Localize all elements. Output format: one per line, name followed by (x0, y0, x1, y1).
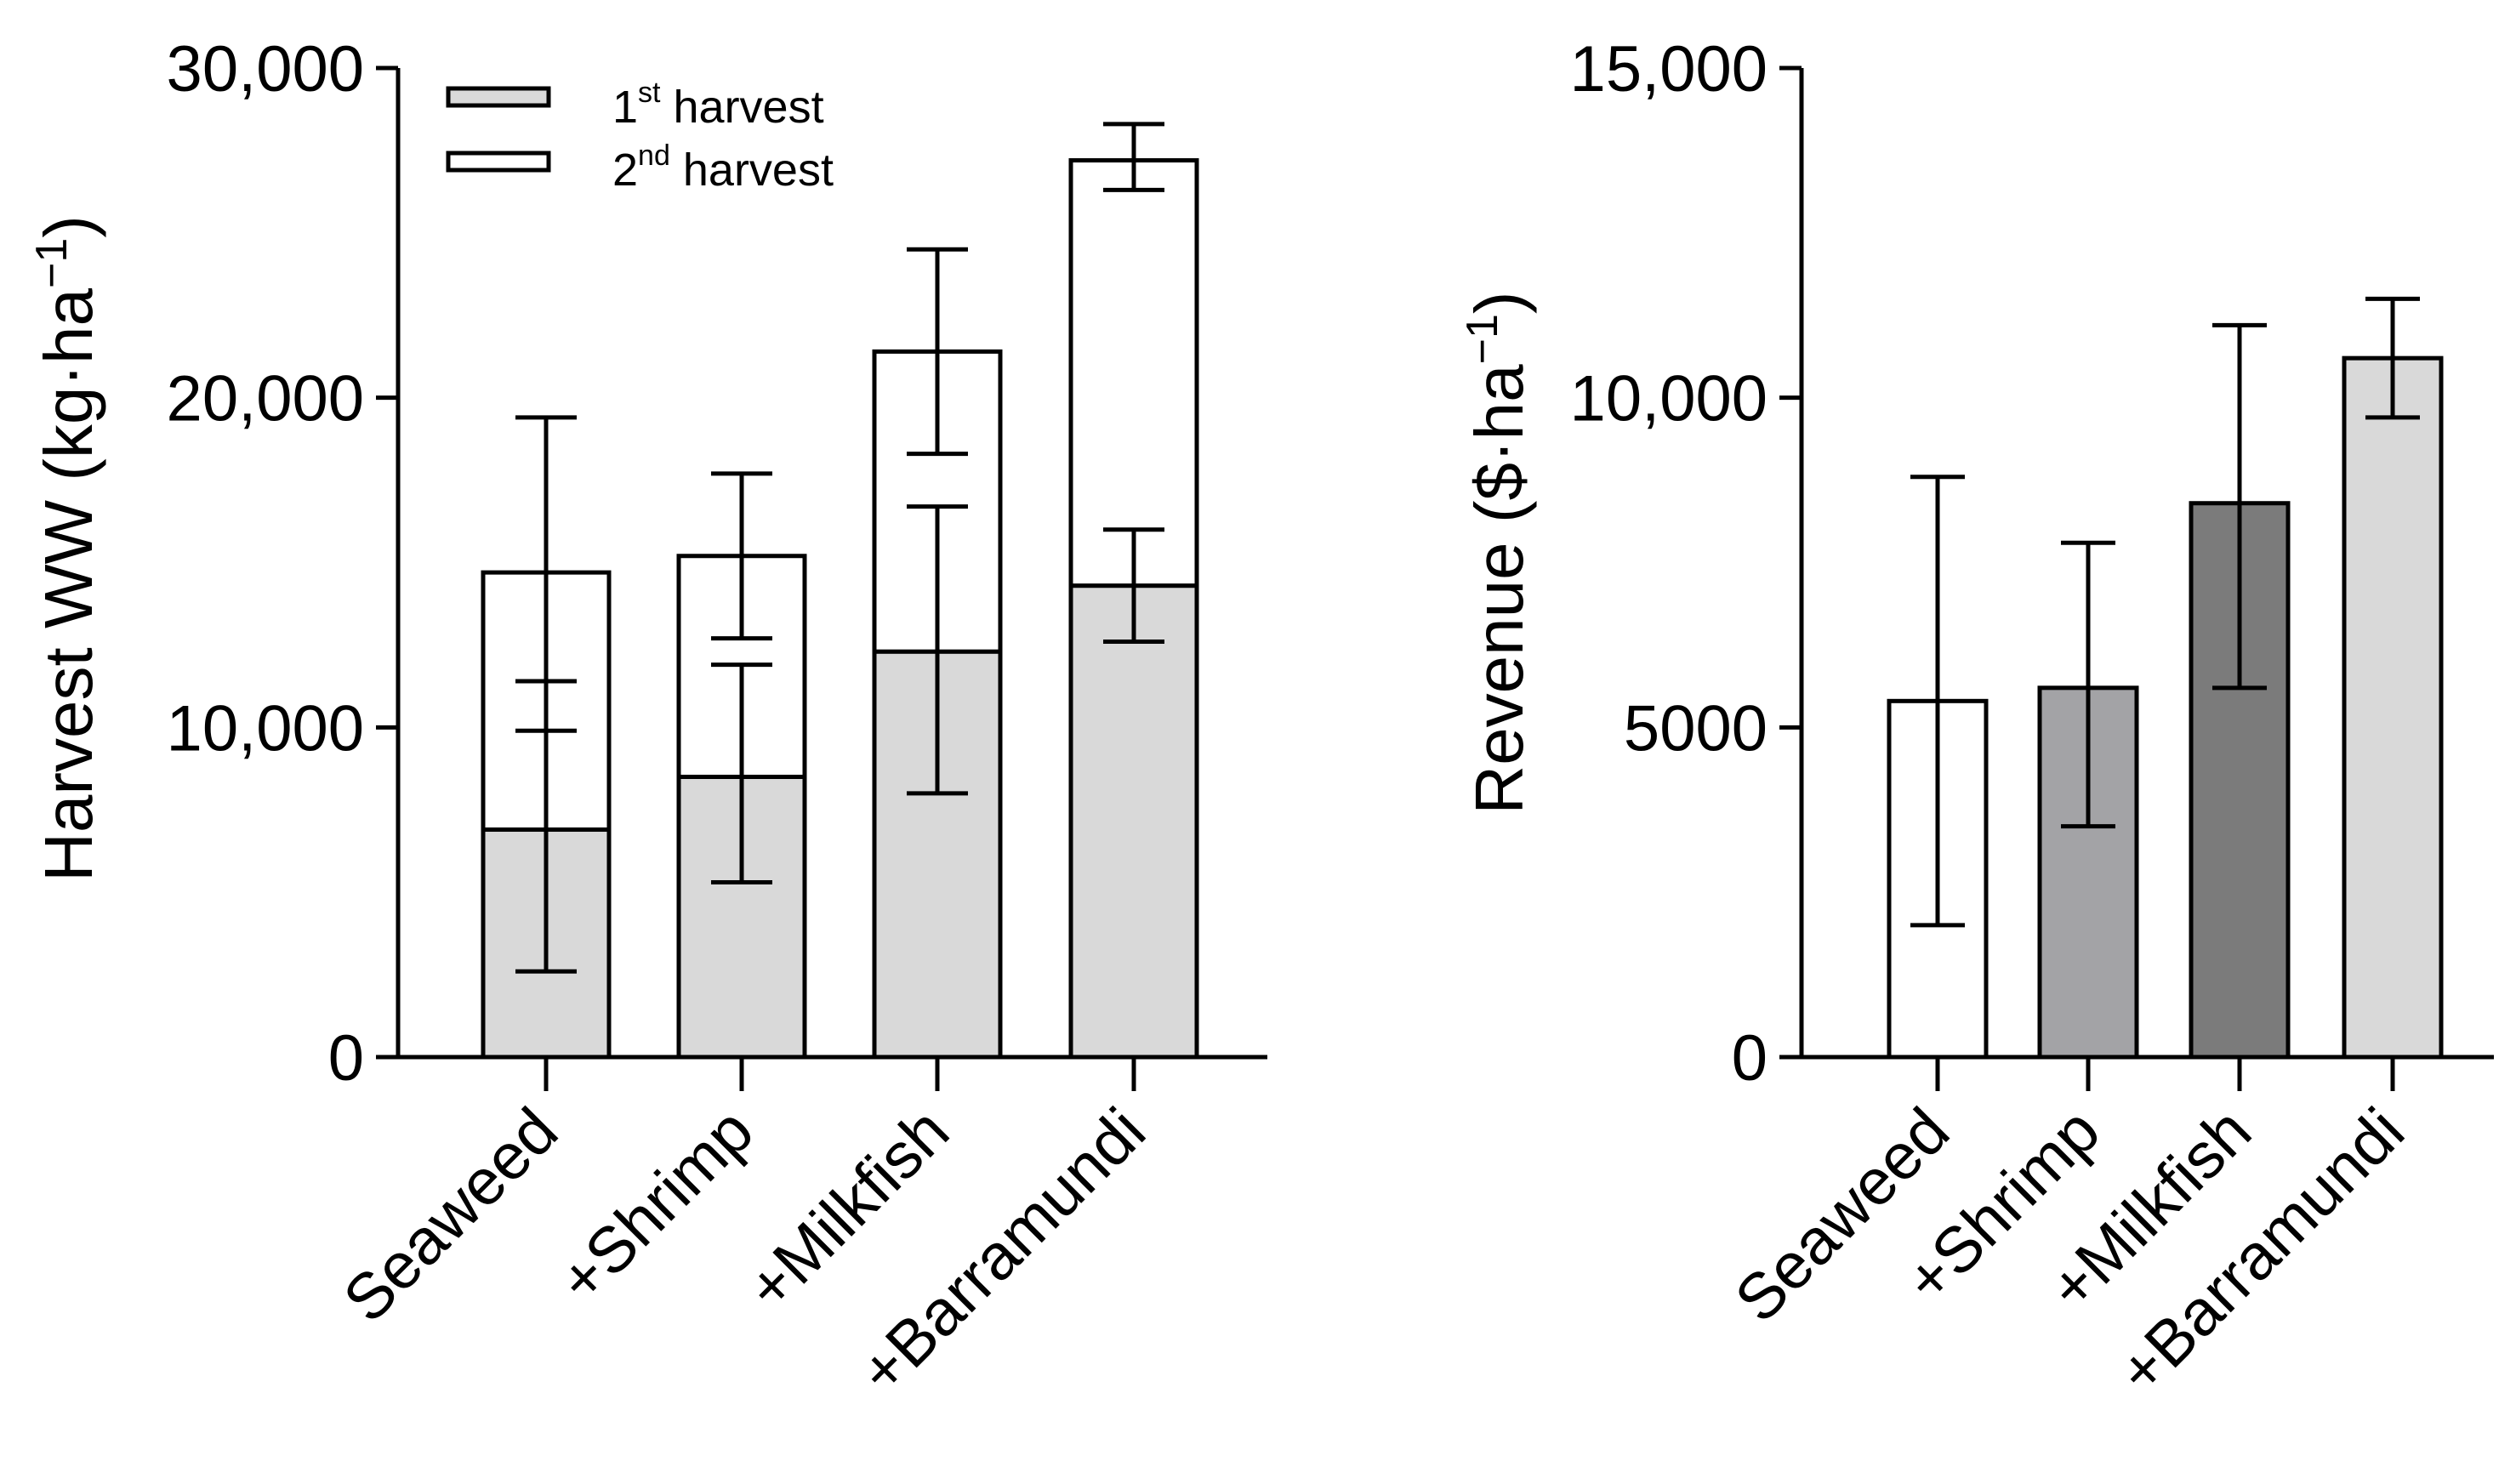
harvest-legend: 1st harvest 2nd harvest (446, 77, 834, 196)
harvest-bars (481, 158, 1199, 1060)
error-bar-milkfish-2nd-harvest (907, 247, 968, 457)
harvest-y-tick-label: 20,000 (167, 363, 364, 435)
harvest-x-label-seaweed: Seaweed (330, 1095, 572, 1336)
revenue-y-tick-label: 0 (1732, 1022, 1767, 1095)
bar-milkfish-revenue (2189, 501, 2291, 1060)
harvest-y-tick-label: 0 (328, 1022, 364, 1095)
harvest-x-label-shrimp: +Shrimp (544, 1095, 767, 1317)
revenue-bars (1887, 355, 2444, 1060)
error-bar-shrimp-revenue (2061, 540, 2115, 829)
error-bar-seaweed-2nd-harvest (515, 415, 577, 733)
bar-barramundi-2nd-harvest (1068, 158, 1199, 588)
revenue-y-axis-label: Revenue ($·ha−1) (1458, 291, 1537, 814)
harvest-y-tick-label: 10,000 (167, 692, 364, 765)
revenue-y-tick-label: 10,000 (1570, 363, 1767, 435)
error-bar-barramundi-revenue (2365, 296, 2420, 420)
bar-barramundi-revenue (2342, 355, 2444, 1060)
error-bar-milkfish-revenue (2212, 322, 2267, 691)
legend-swatch-1st-harvest (446, 86, 551, 108)
error-bar-milkfish-1st-harvest (907, 504, 968, 796)
revenue-y-tick-label: 15,000 (1570, 33, 1767, 105)
harvest-y-axis-label: Harvest WW (kg·ha−1) (27, 215, 106, 882)
harvest-error-bars (515, 122, 1164, 974)
error-bar-shrimp-2nd-harvest (711, 471, 772, 641)
legend-label-2nd-harvest: 2nd harvest (612, 139, 834, 196)
revenue-chart: 0500010,00015,000Seaweed+Shrimp+Milkfish… (1458, 33, 2494, 1408)
bar-barramundi-1st-harvest (1068, 583, 1199, 1060)
error-bar-barramundi-2nd-harvest (1103, 122, 1164, 192)
revenue-error-bars (1910, 296, 2420, 928)
error-bar-seaweed-revenue (1910, 475, 1965, 928)
harvest-y-tick-label: 30,000 (167, 33, 364, 105)
legend-swatch-2nd-harvest (446, 151, 551, 173)
revenue-y-tick-label: 5000 (1624, 692, 1767, 765)
error-bar-barramundi-1st-harvest (1103, 527, 1164, 645)
legend-label-1st-harvest: 1st harvest (612, 77, 824, 133)
error-bar-shrimp-1st-harvest (711, 662, 772, 885)
harvest-chart: 010,00020,00030,000Seaweed+Shrimp+Milkfi… (27, 33, 1267, 1408)
